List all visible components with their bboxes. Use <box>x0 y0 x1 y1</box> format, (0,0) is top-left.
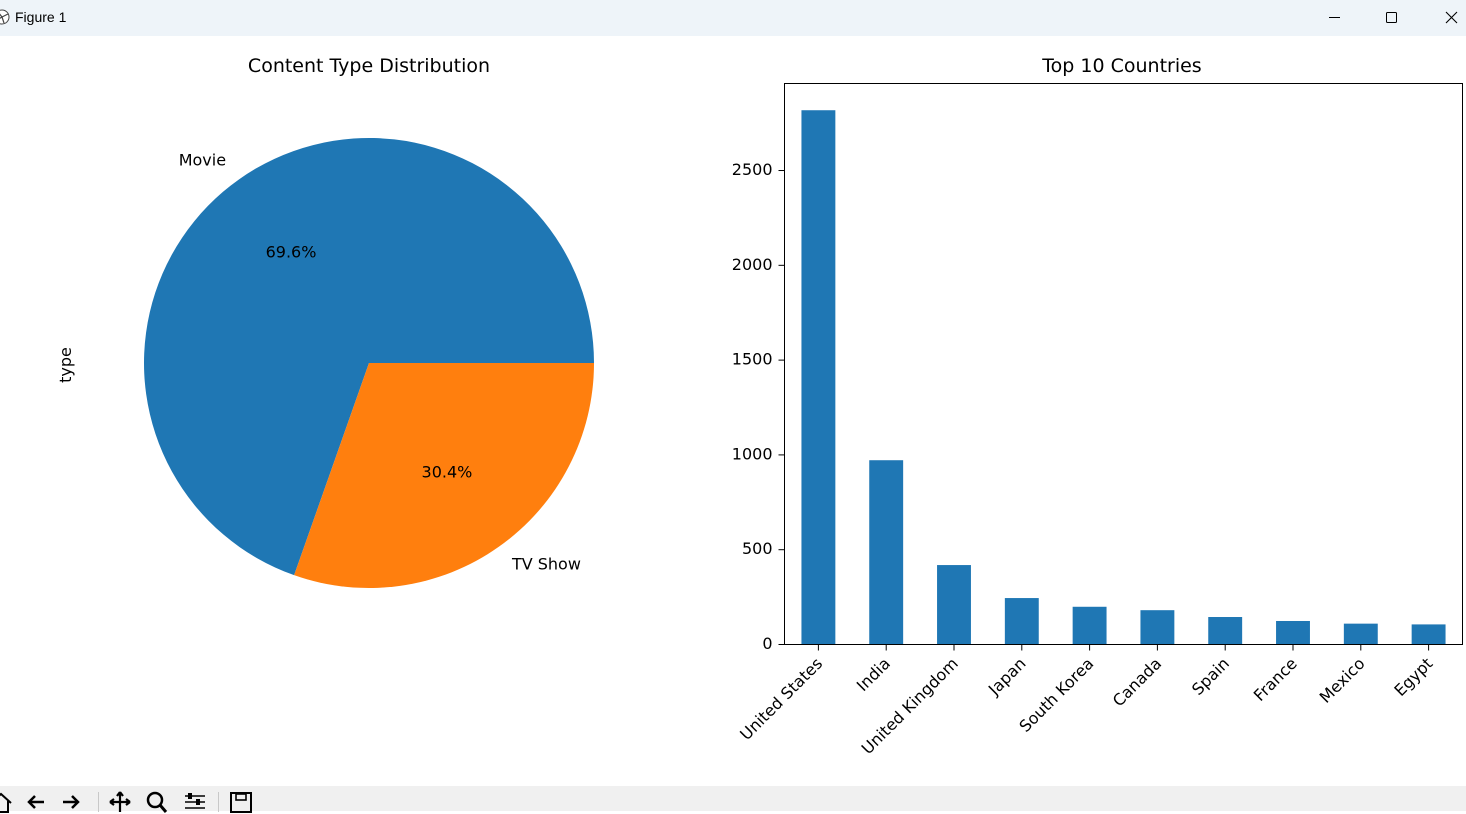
x-tick-label-france: France <box>1250 654 1301 705</box>
bar-japan <box>1004 598 1039 645</box>
pie-slice-tv-show <box>294 363 594 588</box>
bar-canada <box>1140 610 1175 645</box>
bar-series <box>801 110 1446 645</box>
bar-united-states <box>801 110 836 645</box>
window-title: Figure 1 <box>15 9 67 25</box>
bar-south-korea <box>1072 606 1107 645</box>
pie-slice-movie <box>144 137 594 576</box>
pie-label-movie: Movie <box>179 150 226 169</box>
pie-slices <box>144 137 594 588</box>
x-tick-label-egypt: Egypt <box>1390 654 1436 700</box>
x-tick-label-india: India <box>853 654 894 695</box>
minimize-button[interactable] <box>1305 0 1363 36</box>
toolbar-separator <box>218 792 219 812</box>
y-tick-label: 1500 <box>732 350 773 369</box>
figure-svg: Content Type Distribution type Movie 69.6… <box>56 55 1463 758</box>
bar-chart-title: Top 10 Countries <box>1041 55 1201 77</box>
bar-spain <box>1208 617 1243 645</box>
close-icon <box>1445 11 1458 24</box>
pie-label-tv-show: TV Show <box>511 555 581 574</box>
pie-ylabel: type <box>56 347 75 383</box>
pan-icon[interactable] <box>107 790 133 814</box>
x-tick-label-mexico: Mexico <box>1316 654 1369 707</box>
y-tick-label: 1000 <box>732 444 773 463</box>
x-tick-label-spain: Spain <box>1188 654 1233 699</box>
bar-mexico <box>1343 623 1378 645</box>
forward-icon[interactable] <box>57 790 83 814</box>
maximize-icon <box>1386 12 1397 23</box>
x-tick-label-united-states: United States <box>736 654 826 744</box>
bar-axes-frame <box>784 83 1463 645</box>
bar-egypt <box>1411 624 1446 645</box>
pie-pct-tv-show: 30.4% <box>422 463 473 482</box>
configure-subplots-icon[interactable] <box>182 790 208 814</box>
save-icon[interactable] <box>228 790 254 814</box>
minimize-icon <box>1329 17 1340 18</box>
maximize-button[interactable] <box>1363 0 1421 36</box>
y-tick-label: 500 <box>742 539 773 558</box>
toolbar-separator <box>98 792 99 812</box>
bar-united-kingdom <box>937 565 971 645</box>
bar-india <box>869 460 904 645</box>
home-icon[interactable] <box>0 790 14 814</box>
zoom-icon[interactable] <box>143 790 169 814</box>
x-tick-label-japan: Japan <box>984 654 1030 700</box>
back-icon[interactable] <box>24 790 50 814</box>
y-tick-label: 2500 <box>732 160 773 179</box>
matplotlib-logo-icon <box>0 9 10 25</box>
pie-chart-title: Content Type Distribution <box>248 55 490 77</box>
x-tick-label-canada: Canada <box>1109 654 1165 710</box>
y-tick-label: 2000 <box>732 255 773 274</box>
figure-canvas: Content Type Distribution type Movie 69.6… <box>0 36 1466 786</box>
bar-france <box>1276 620 1310 645</box>
window-titlebar: Figure 1 <box>0 0 1466 36</box>
pie-pct-movie: 69.6% <box>266 242 317 261</box>
y-axis: 0 500 1000 1500 2000 2500 <box>732 160 785 653</box>
pie-labels: Movie 69.6% TV Show 30.4% <box>179 150 581 573</box>
navigation-toolbar <box>0 786 1466 814</box>
close-button[interactable] <box>1421 0 1466 36</box>
y-tick-label: 0 <box>762 634 772 653</box>
